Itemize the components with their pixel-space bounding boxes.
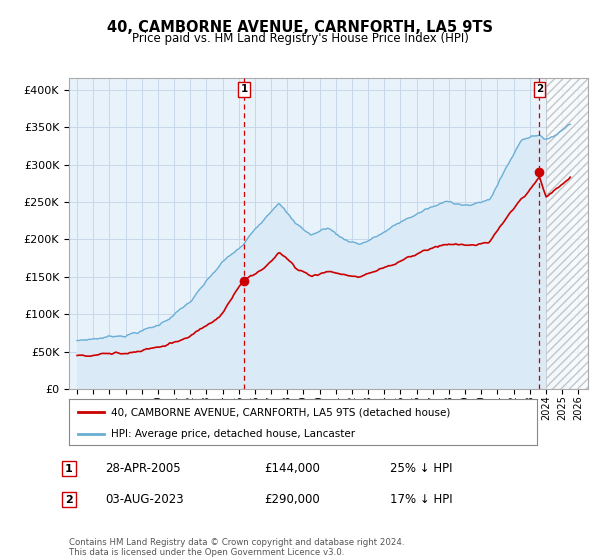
Text: 1: 1 — [65, 464, 73, 474]
Text: 1: 1 — [241, 84, 248, 94]
Text: Price paid vs. HM Land Registry's House Price Index (HPI): Price paid vs. HM Land Registry's House … — [131, 32, 469, 45]
Text: 25% ↓ HPI: 25% ↓ HPI — [390, 462, 452, 475]
Text: HPI: Average price, detached house, Lancaster: HPI: Average price, detached house, Lanc… — [111, 429, 355, 438]
Text: 17% ↓ HPI: 17% ↓ HPI — [390, 493, 452, 506]
Text: 2: 2 — [65, 494, 73, 505]
Text: £290,000: £290,000 — [264, 493, 320, 506]
Text: 2: 2 — [536, 84, 543, 94]
Text: 03-AUG-2023: 03-AUG-2023 — [105, 493, 184, 506]
Text: 28-APR-2005: 28-APR-2005 — [105, 462, 181, 475]
Text: 40, CAMBORNE AVENUE, CARNFORTH, LA5 9TS: 40, CAMBORNE AVENUE, CARNFORTH, LA5 9TS — [107, 20, 493, 35]
Text: £144,000: £144,000 — [264, 462, 320, 475]
Polygon shape — [546, 78, 588, 389]
Text: 40, CAMBORNE AVENUE, CARNFORTH, LA5 9TS (detached house): 40, CAMBORNE AVENUE, CARNFORTH, LA5 9TS … — [111, 407, 451, 417]
Text: Contains HM Land Registry data © Crown copyright and database right 2024.
This d: Contains HM Land Registry data © Crown c… — [69, 538, 404, 557]
